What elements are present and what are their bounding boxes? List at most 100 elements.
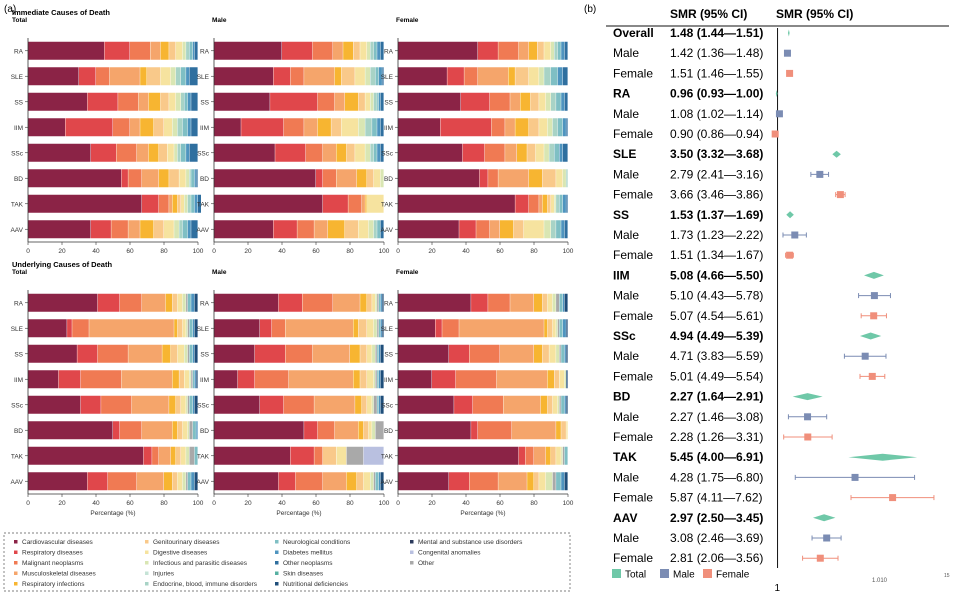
bar-segment-endocrine [179, 220, 183, 239]
legend-label: Musculoskeletal diseases [22, 571, 96, 578]
point-estimate-female [836, 191, 844, 199]
row-label: Male [613, 531, 639, 545]
bar-segment-musculoskeletal [336, 169, 357, 188]
bar-segment-diabetes [192, 344, 195, 363]
legend-label: Digestive diseases [153, 550, 208, 557]
bar-segment-infectious [170, 67, 176, 86]
bar-segment-neurological [372, 118, 377, 137]
bar-segment-diabetes [564, 344, 566, 363]
bar-segment-respiratory_dis [447, 67, 464, 86]
bar-segment-nutritional [382, 293, 384, 312]
bar-segment-endocrine [177, 118, 183, 137]
bar-segment-other_neoplasms [562, 143, 568, 162]
x-tick-label: 80 [346, 248, 354, 255]
bar-segment-diabetes [377, 118, 381, 137]
row-ci-text: 3.50 (3.32—3.68) [670, 147, 763, 161]
bar-segment-genitourinary [551, 446, 556, 465]
bar-segment-diabetes [192, 395, 195, 414]
bar-segment-infectious [372, 344, 376, 363]
bar-segment-digestive [175, 41, 183, 60]
bar-segment-congenital [363, 446, 384, 465]
bar-segment-other [377, 319, 379, 338]
bar-segment-digestive [544, 41, 551, 60]
bar-segment-other_neoplasms [566, 194, 568, 213]
diamond-marker [859, 332, 882, 340]
forest-plot: SMR (95% CI) SMR (95% CI) Overall 1.48 (1.4… [606, 7, 950, 594]
bar-segment-other_neoplasms [562, 67, 568, 86]
bar-segment-resp_infections [158, 169, 169, 188]
bar-segment-malignant [464, 67, 478, 86]
bar-segment-cardiovascular [214, 67, 274, 86]
category-label: IIM [200, 125, 209, 132]
category-label: SS [14, 99, 23, 106]
x-tick-label: 100 [193, 248, 204, 255]
bar-segment-diabetes [380, 319, 382, 338]
bar-segment-diabetes [562, 319, 566, 338]
row-label: Female [613, 188, 653, 202]
diamond-marker [812, 514, 836, 522]
bar-segment-digestive [160, 67, 171, 86]
bar-segment-respiratory_dis [275, 143, 306, 162]
bar-segment-musculoskeletal [511, 421, 556, 440]
bar-segment-resp_infections [500, 220, 514, 239]
bar-segment-cardiovascular [398, 395, 454, 414]
bar-segment-neurological [561, 344, 565, 363]
bar-segment-respiratory_dis [273, 67, 291, 86]
forest-legend-label: Female [716, 570, 750, 581]
bar-segment-musculoskeletal [136, 472, 164, 491]
row-label: Female [613, 127, 653, 141]
bar-segment-genitourinary [361, 395, 367, 414]
bar-segment-malignant [80, 370, 122, 389]
bar-segment-respiratory_dis [479, 169, 488, 188]
bar-segment-diabetes [557, 67, 563, 86]
bar-segment-other [552, 472, 556, 491]
bar-segment-musculoskeletal [496, 370, 548, 389]
legend-swatch-respiratory_dis [14, 550, 18, 554]
bar-segment-infectious [556, 319, 558, 338]
bar-segment-infectious [186, 319, 188, 338]
bar-segment-respiratory_dis [241, 118, 284, 137]
bar-segment-digestive [367, 370, 374, 389]
bar-segment-nutritional [564, 472, 568, 491]
bar-segment-resp_infections [172, 421, 178, 440]
bar-segment-musculoskeletal [288, 370, 353, 389]
bar-segment-digestive [552, 395, 558, 414]
bar-segment-nutritional [194, 319, 198, 338]
bar-segment-malignant [302, 293, 333, 312]
bar-segment-respiratory_dis [282, 41, 313, 60]
row-label: TAK [613, 450, 637, 464]
row-ci-text: 1.51 (1.34—1.67) [670, 248, 763, 262]
bar-segment-diabetes [194, 194, 198, 213]
bar-segment-genitourinary [547, 194, 551, 213]
bar-segment-diabetes [378, 472, 381, 491]
bar-segment-genitourinary [177, 421, 183, 440]
category-label: SLE [197, 326, 210, 333]
diamond-marker [848, 453, 918, 461]
bar-segment-resp_infections [527, 472, 534, 491]
bar-segment-other [346, 446, 364, 465]
x-tick-label: 0 [26, 248, 30, 255]
bar-segment-resp_infections [327, 220, 345, 239]
bar-segment-musculoskeletal [312, 344, 350, 363]
bar-segment-digestive [169, 92, 176, 111]
bar-segment-cardiovascular [398, 169, 480, 188]
bar-segment-cardiovascular [398, 446, 519, 465]
bar-segment-diabetes [378, 67, 382, 86]
x-tick-label: 40 [278, 248, 286, 255]
row-ci-text: 2.28 (1.26—3.31) [670, 430, 763, 444]
row-ci-text: 5.08 (4.66—5.50) [670, 268, 763, 282]
legend-label: Mental and substance use disorders [418, 539, 523, 546]
bar-segment-genitourinary [363, 421, 369, 440]
bar-segment-genitourinary [527, 143, 536, 162]
bar-segment-neurological [373, 143, 377, 162]
bar-segment-cardiovascular [214, 118, 241, 137]
bar-segment-infectious [373, 370, 376, 389]
bar-segment-neurological [189, 41, 193, 60]
bar-segment-genitourinary [534, 472, 539, 491]
bar-segment-endocrine [189, 169, 191, 188]
bar-segment-malignant [317, 92, 335, 111]
bar-segment-malignant [488, 293, 510, 312]
bar-segment-malignant [484, 143, 505, 162]
legend-label: Congenital anomalies [418, 550, 481, 557]
bar-segment-diabetes [561, 220, 565, 239]
